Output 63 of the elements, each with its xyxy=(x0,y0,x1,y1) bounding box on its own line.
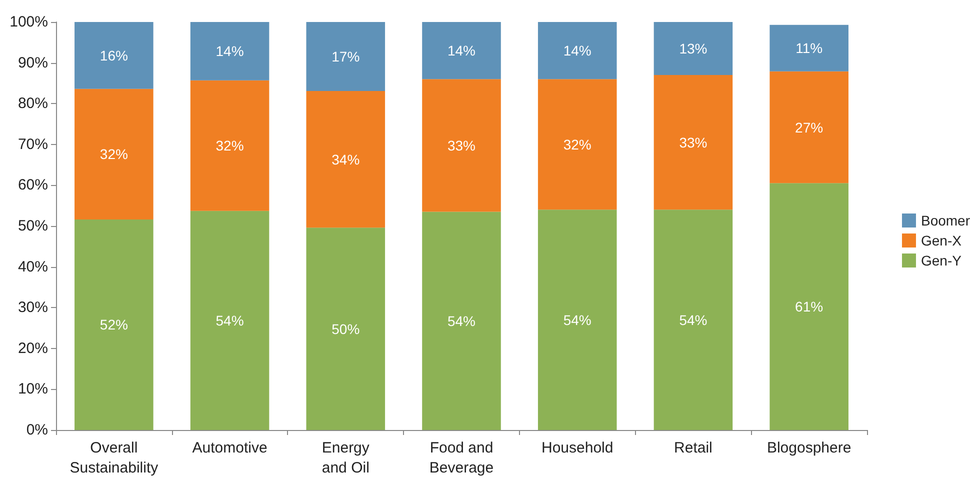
data-label: 17% xyxy=(332,48,360,64)
data-label: 54% xyxy=(563,312,592,328)
data-label: 54% xyxy=(679,312,708,328)
data-label: 14% xyxy=(563,42,592,59)
bar xyxy=(654,75,733,210)
legend-label: Boomer xyxy=(920,212,970,228)
y-tick-label: 60% xyxy=(18,176,48,194)
bar xyxy=(538,210,617,430)
data-label: 13% xyxy=(679,40,708,57)
data-label: 14% xyxy=(216,43,244,60)
bar xyxy=(538,22,617,80)
data-label: 33% xyxy=(679,134,708,150)
bar xyxy=(422,22,501,80)
data-label: 52% xyxy=(100,316,128,333)
y-tick-label: 20% xyxy=(18,340,48,357)
bar xyxy=(74,22,154,89)
bar xyxy=(306,22,386,91)
bar xyxy=(770,183,848,430)
bar xyxy=(770,24,848,72)
bar xyxy=(74,219,154,430)
data-label: 33% xyxy=(447,137,476,154)
y-tick-label: 40% xyxy=(18,258,48,276)
bar xyxy=(190,22,270,80)
y-tick-label: 80% xyxy=(18,95,48,112)
x-tick-label: Energy and Oil xyxy=(322,440,370,476)
bar xyxy=(306,90,386,228)
data-label: 32% xyxy=(563,136,592,152)
x-tick-label: Automotive xyxy=(192,440,268,456)
x-tick-label: Household xyxy=(542,440,614,456)
bar xyxy=(422,212,501,430)
data-label: 32% xyxy=(100,146,128,162)
bar xyxy=(654,210,733,430)
bar xyxy=(770,71,848,184)
bar xyxy=(538,79,617,210)
data-label: 54% xyxy=(216,312,244,328)
y-tick-label: 90% xyxy=(18,54,48,72)
y-tick-label: 100% xyxy=(10,14,48,30)
data-label: 50% xyxy=(332,320,360,337)
bar xyxy=(190,210,270,430)
bar xyxy=(190,80,270,211)
legend-label: Gen-Y xyxy=(920,252,962,268)
data-label: 14% xyxy=(447,42,476,59)
y-tick-label: 70% xyxy=(18,136,48,153)
x-tick-label: Food and Beverage xyxy=(429,440,494,476)
bar xyxy=(654,22,733,76)
data-label: 27% xyxy=(795,119,824,136)
x-tick-label: Overall Sustainability xyxy=(70,440,159,476)
data-label: 11% xyxy=(796,40,823,56)
x-tick-label: Retail xyxy=(674,440,712,456)
data-label: 54% xyxy=(447,312,476,329)
data-label: 32% xyxy=(216,138,244,154)
y-tick-label: 10% xyxy=(18,380,48,398)
y-tick-label: 30% xyxy=(18,299,48,316)
bar xyxy=(74,88,154,220)
bar xyxy=(306,228,386,430)
bar xyxy=(422,79,501,212)
data-label: 16% xyxy=(100,47,128,64)
data-label: 61% xyxy=(795,298,824,315)
x-tick-label: Blogosphere xyxy=(766,440,852,456)
data-label: 34% xyxy=(332,151,360,168)
legend-label: Gen-X xyxy=(920,232,962,248)
y-tick-label: 50% xyxy=(18,218,48,234)
y-tick-label: 0% xyxy=(26,422,48,438)
